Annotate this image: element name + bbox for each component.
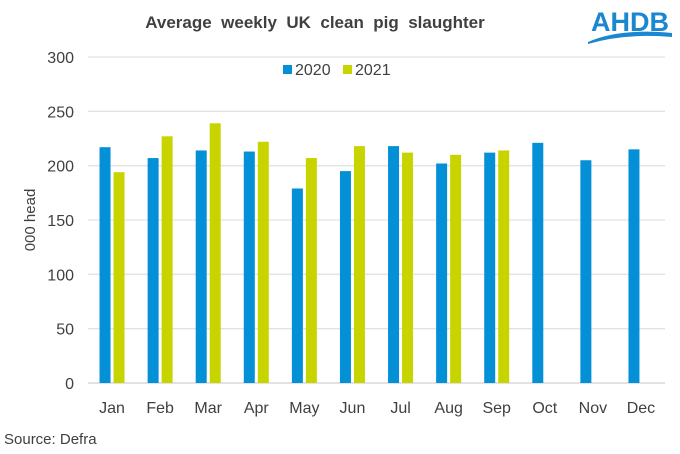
bar-2020-Feb xyxy=(147,158,159,383)
y-tick-label: 50 xyxy=(56,322,74,339)
logo-wave xyxy=(588,31,672,44)
y-tick-label: 150 xyxy=(47,213,74,230)
x-tick-label: Nov xyxy=(579,400,607,417)
x-tick-label: Jul xyxy=(390,400,410,417)
x-tick-label: Feb xyxy=(146,400,174,417)
bar-2021-Jan xyxy=(113,172,125,383)
bar-2020-Mar xyxy=(195,150,207,383)
y-tick-label: 0 xyxy=(65,376,74,393)
y-tick-label: 200 xyxy=(47,159,74,176)
x-tick-label: Mar xyxy=(194,400,222,417)
chart-title: Average weekly UK clean pig slaughter xyxy=(145,13,485,32)
bar-2020-Jun xyxy=(339,171,351,383)
x-tick-label: May xyxy=(289,400,319,417)
x-tick-label: Sep xyxy=(482,400,511,417)
bar-2021-May xyxy=(305,158,317,383)
bar-2021-Apr xyxy=(257,141,269,383)
source-note: Source: Defra xyxy=(4,431,97,448)
bar-2021-Aug xyxy=(450,154,462,383)
y-tick-label: 100 xyxy=(47,267,74,284)
bar-2020-Jan xyxy=(99,147,111,383)
bar-2020-Dec xyxy=(628,149,640,383)
bar-2020-Nov xyxy=(580,160,592,383)
y-tick-label: 250 xyxy=(47,104,74,121)
bar-2021-Mar xyxy=(209,123,221,383)
legend-label: 2021 xyxy=(355,62,391,79)
legend-swatch xyxy=(283,65,292,74)
bar-2020-Oct xyxy=(532,142,544,383)
bar-2021-Feb xyxy=(161,136,173,383)
y-tick-label: 300 xyxy=(47,50,74,67)
x-tick-label: Aug xyxy=(434,400,462,417)
bar-2020-Apr xyxy=(243,151,255,383)
bar-2021-Jun xyxy=(353,146,365,383)
bar-2021-Sep xyxy=(498,150,510,383)
x-tick-label: Apr xyxy=(244,400,270,417)
x-tick-label: Dec xyxy=(627,400,655,417)
bar-2020-Aug xyxy=(436,163,448,383)
bar-2020-Sep xyxy=(484,152,496,383)
x-tick-label: Jan xyxy=(99,400,125,417)
x-tick-label: Oct xyxy=(532,400,557,417)
ahdb-logo: AHDB xyxy=(588,7,672,44)
x-tick-label: Jun xyxy=(340,400,366,417)
legend-swatch xyxy=(343,65,352,74)
bar-2021-Jul xyxy=(402,152,414,383)
legend-label: 2020 xyxy=(295,62,331,79)
bar-2020-Jul xyxy=(388,146,400,383)
bar-2020-May xyxy=(291,188,303,383)
y-axis-label: 000 head xyxy=(22,189,39,252)
